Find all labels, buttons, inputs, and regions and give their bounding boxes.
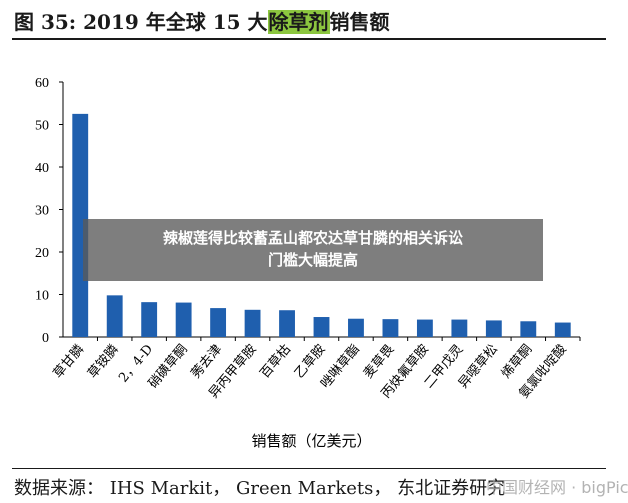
title-prefix: 图 35: 2019 年全球 15 大 [14, 10, 268, 34]
bottom-rule [12, 468, 606, 469]
bar-chart: 0102030405060草甘膦草铵膦2，4-D硝磺草酮莠去津异丙甲草胺百草枯乙… [35, 76, 581, 450]
bar [416, 319, 433, 337]
overlay-line-2: 门槛大幅提高 [267, 251, 358, 269]
bar [485, 320, 502, 337]
y-tick-label: 50 [35, 119, 49, 134]
y-tick-label: 60 [35, 76, 49, 91]
bar [520, 321, 537, 337]
bar [313, 317, 330, 337]
y-tick-label: 40 [35, 161, 49, 176]
title-highlight: 除草剂 [267, 10, 330, 34]
title-suffix: 销售额 [329, 10, 390, 34]
x-axis-title: 销售额（亿美元） [251, 432, 371, 450]
source-note: 数据来源： IHS Markit， Green Markets， 东北证券研究 [14, 478, 506, 499]
y-tick-label: 0 [42, 331, 49, 346]
bar [244, 309, 261, 337]
y-tick-label: 30 [35, 204, 49, 219]
watermark: 中国财经网 · bigPic [486, 478, 628, 497]
y-tick-label: 20 [35, 246, 49, 261]
bar [72, 113, 89, 337]
bar [348, 318, 364, 337]
overlay-line-1: 辣椒莲得比较蓄孟山都农达草甘膦的相关诉讼 [162, 229, 463, 247]
bar [141, 302, 158, 337]
x-tick-label: 草甘膦 [51, 342, 88, 382]
y-tick-label: 10 [35, 289, 49, 304]
news-headline-overlay[interactable]: 辣椒莲得比较蓄孟山都农达草甘膦的相关诉讼 门槛大幅提高 [83, 219, 543, 281]
top-rule [12, 38, 606, 40]
bar [382, 319, 399, 337]
chart-title: 图 35: 2019 年全球 15 大除草剂销售额 [14, 6, 390, 35]
bar [451, 319, 468, 337]
bar [175, 302, 192, 337]
bar [106, 295, 123, 337]
bar [279, 310, 295, 337]
bar [210, 308, 227, 337]
x-tick-label: 百草枯 [258, 342, 295, 382]
bar [554, 322, 571, 337]
